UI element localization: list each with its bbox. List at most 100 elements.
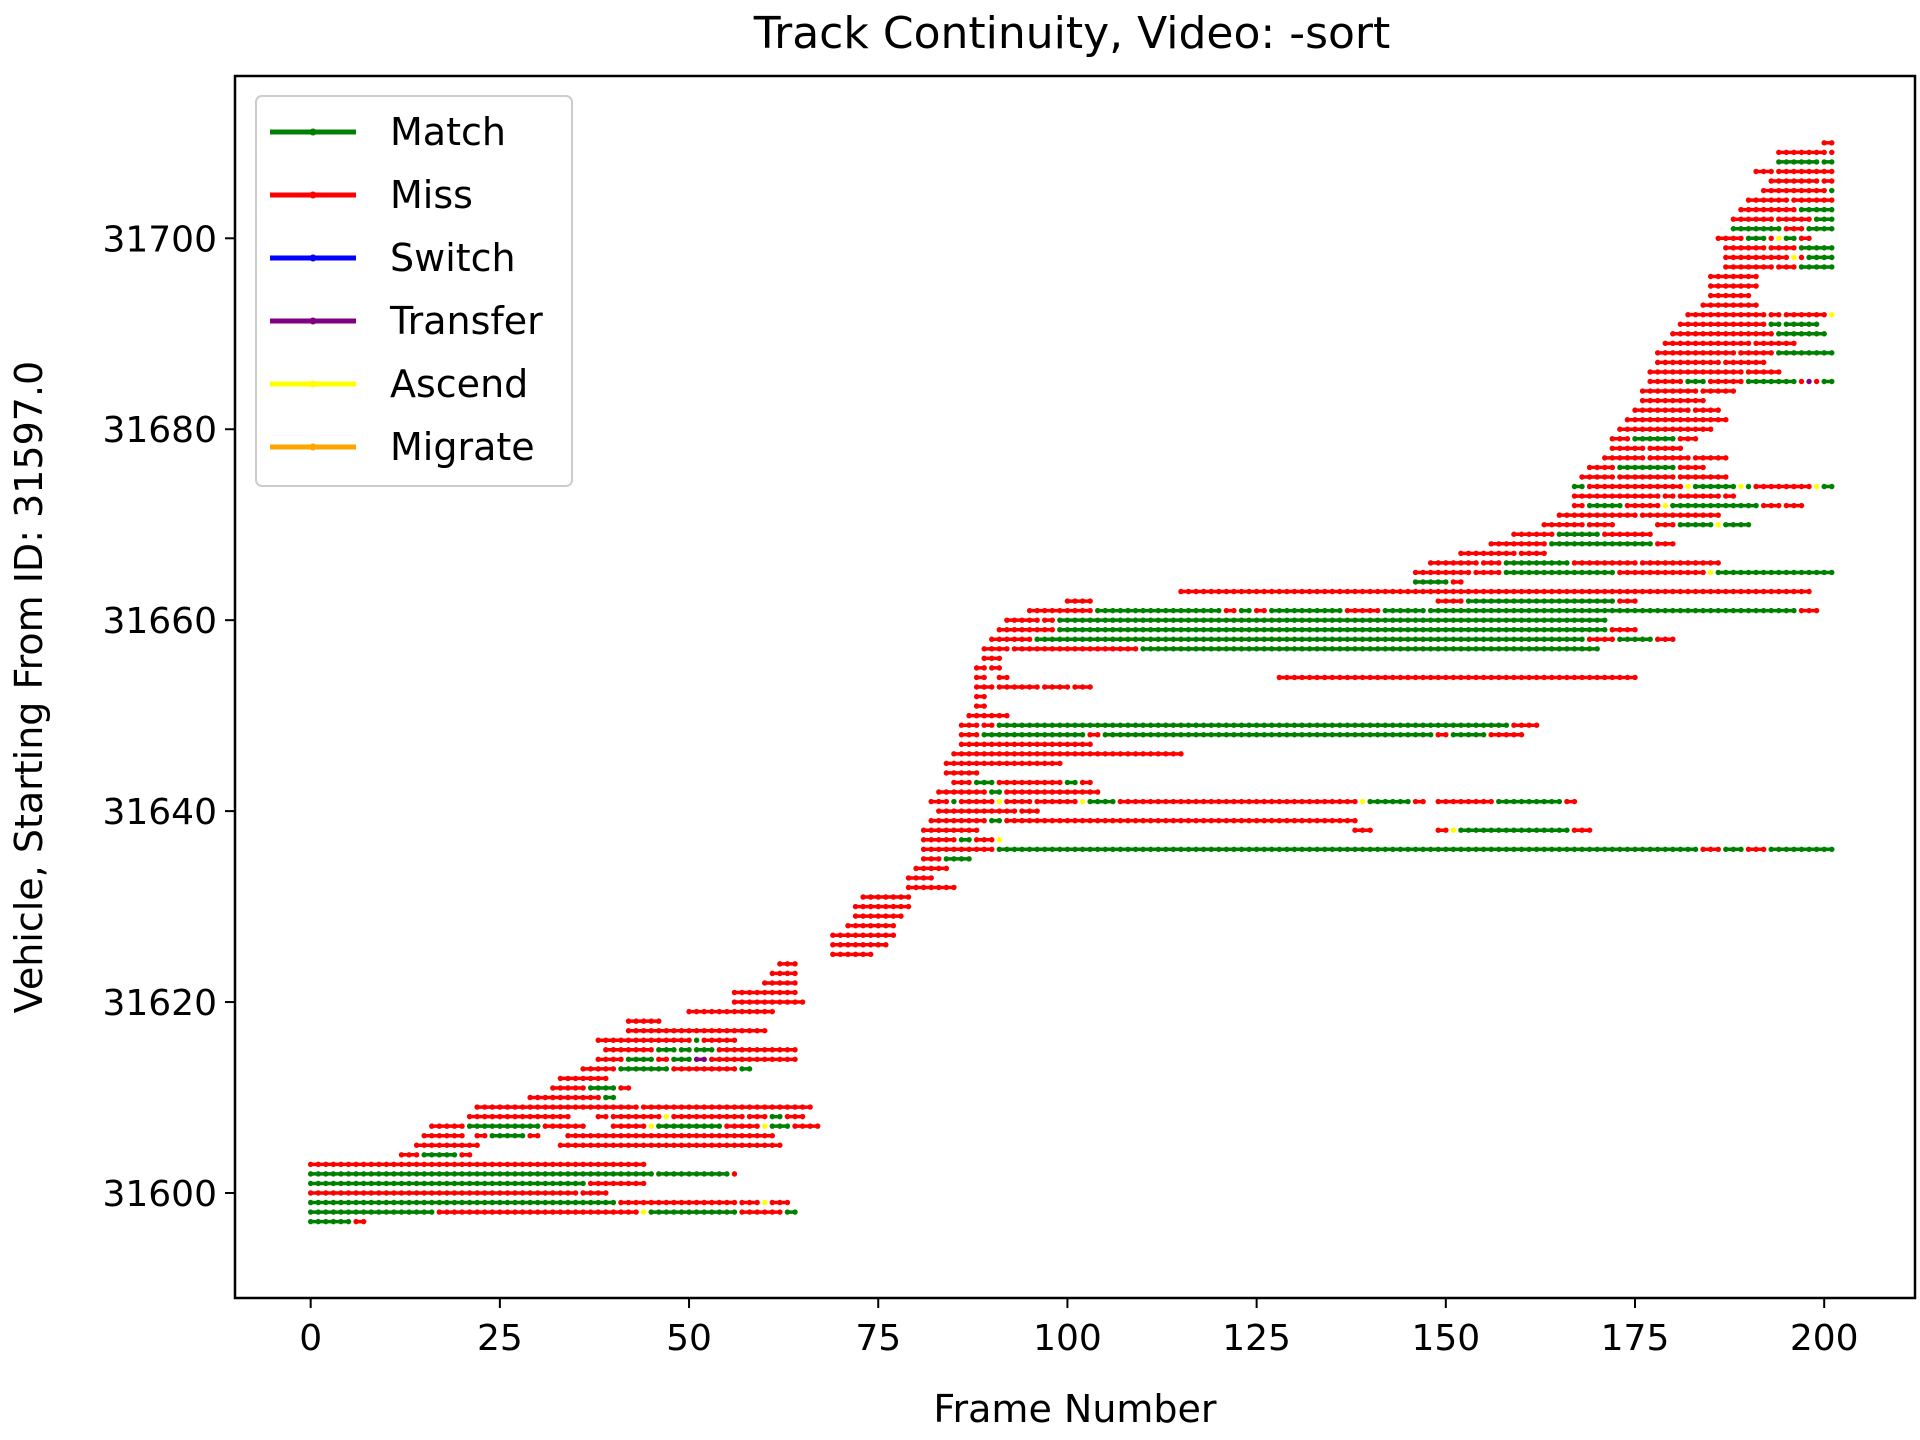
frame-point [1238,798,1245,805]
frame-point [1639,407,1646,413]
frame-point [762,980,768,986]
frame-point [928,865,934,872]
frame-point [1238,817,1245,824]
frame-point [1533,722,1540,728]
frame-point [1738,321,1744,327]
frame-point [1526,626,1532,633]
frame-point [1586,598,1593,604]
frame-point [1329,636,1336,642]
frame-point [1042,732,1048,738]
frame-point [1541,541,1547,547]
frame-point [444,1161,450,1168]
frame-point [1662,445,1668,452]
frame-point [1269,817,1275,824]
frame-point [1639,531,1646,537]
frame-point [1541,827,1547,833]
frame-point [1299,732,1305,738]
frame-point [1511,636,1517,642]
frame-point [1427,646,1434,652]
frame-point [376,1161,382,1168]
frame-point [1382,732,1388,738]
frame-point [1677,359,1684,366]
y-tick-label: 31680 [102,410,217,451]
frame-point [1140,751,1146,757]
frame-point [1132,846,1139,853]
frame-point [1571,674,1578,681]
frame-point [1367,722,1373,728]
frame-point [1821,159,1827,165]
frame-point [1329,817,1336,824]
frame-point [1670,407,1676,413]
frame-point [890,932,897,938]
frame-point [951,808,957,814]
frame-point [1276,732,1283,738]
track-31647 [958,741,1093,748]
frame-point [1715,359,1721,366]
frame-point [1806,149,1812,156]
frame-point [1730,483,1737,490]
frame-point [1821,569,1827,576]
frame-point [1707,560,1714,566]
frame-point [1564,646,1570,652]
frame-point [890,894,897,900]
frame-point [1670,560,1676,566]
frame-point [1783,588,1790,595]
frame-point [966,741,972,748]
frame-point [1465,617,1472,623]
frame-point [1261,846,1267,853]
frame-point [860,942,866,948]
frame-point [656,1113,662,1120]
frame-point [1564,598,1570,604]
frame-point [557,1209,564,1215]
frame-point [1518,646,1525,652]
frame-point [1707,388,1714,394]
frame-point [1473,588,1479,595]
frame-point [1042,607,1048,614]
frame-point [1564,798,1570,805]
frame-point [1738,607,1744,614]
frame-point [1624,569,1631,576]
frame-point [1193,817,1199,824]
frame-point [754,1008,760,1015]
x-tick-label: 50 [666,1318,712,1359]
frame-point [1011,646,1018,652]
frame-point [1253,722,1260,728]
frame-point [1670,350,1676,356]
frame-point [1405,798,1411,805]
frame-point [307,1199,314,1206]
frame-point [330,1161,337,1168]
frame-point [996,636,1003,642]
frame-point [413,1161,420,1168]
frame-point [406,1171,412,1177]
frame-point [1685,493,1691,499]
frame-point [1367,607,1373,614]
frame-point [693,1047,700,1053]
frame-point [989,722,995,728]
frame-point [1806,350,1812,356]
frame-point [1337,588,1343,595]
frame-point [678,1113,685,1120]
frame-point [474,1104,480,1110]
frame-point [678,1047,685,1053]
frame-point [595,1180,601,1187]
frame-point [1564,531,1570,537]
frame-point [1571,483,1578,490]
frame-point [1155,817,1161,824]
frame-point [1064,626,1071,633]
frame-point [1609,846,1616,853]
frame-point [345,1209,352,1215]
frame-point [1087,617,1093,623]
frame-point [1299,817,1305,824]
frame-point [1783,235,1790,242]
track-31702 [1730,216,1835,222]
frame-point [1556,560,1563,566]
frame-point [951,837,957,843]
frame-point [663,1113,670,1120]
frame-point [1700,560,1706,566]
x-tick-label: 0 [299,1318,322,1359]
frame-point [474,1209,480,1215]
frame-point [981,684,987,690]
frame-point [618,1161,624,1168]
frame-point [671,1171,677,1177]
track-31600 [307,1190,609,1196]
